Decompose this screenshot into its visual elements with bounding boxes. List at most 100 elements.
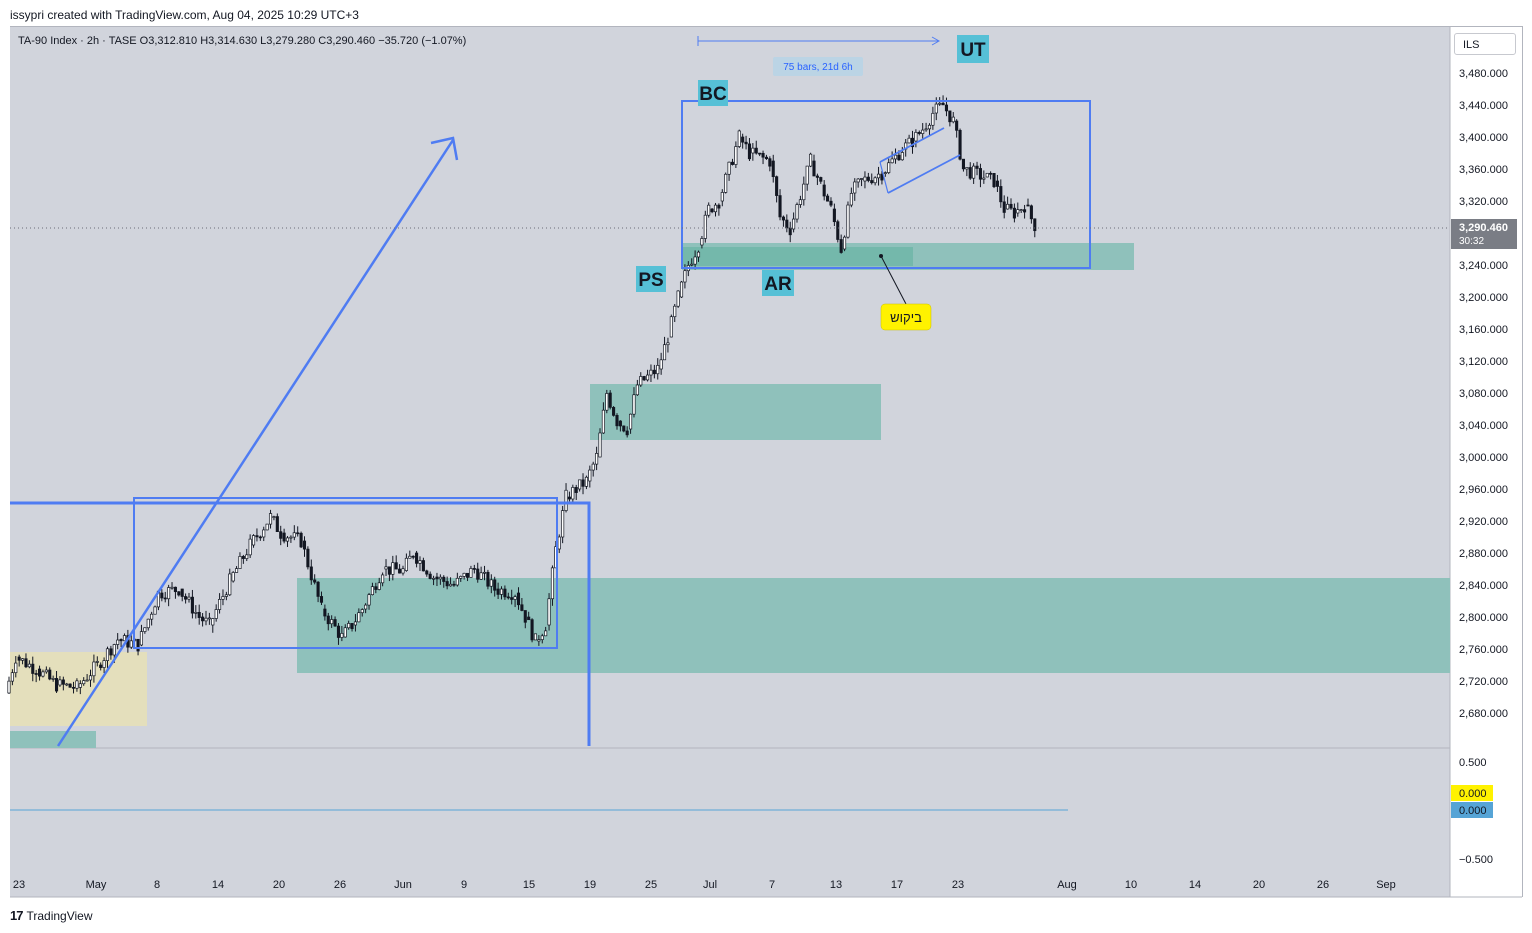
candle-body	[102, 660, 106, 668]
candle-body	[662, 344, 667, 361]
candle-body	[360, 609, 364, 614]
candle-body	[859, 178, 864, 180]
candle-body	[160, 592, 164, 599]
right-border	[1522, 26, 1523, 897]
label-bc: BC	[699, 84, 727, 105]
candle-body	[391, 562, 395, 575]
x-tick-label: 9	[461, 879, 467, 891]
label-ut: UT	[960, 40, 986, 61]
candle-body	[112, 644, 116, 656]
candle-body	[822, 184, 826, 197]
channel-lower	[887, 154, 961, 194]
candle-body	[887, 162, 891, 173]
candle-body	[510, 597, 514, 600]
candle-body	[370, 586, 374, 596]
top-border	[10, 26, 1522, 27]
candle-body	[309, 566, 313, 581]
currency-button[interactable]: ILS	[1454, 33, 1516, 55]
candle-body	[296, 532, 300, 535]
candle-body	[228, 573, 232, 596]
candle-body	[51, 678, 55, 680]
candle-body	[1012, 207, 1016, 219]
candle-body	[802, 183, 806, 201]
demand-zone-low	[10, 731, 96, 748]
candle-body	[635, 384, 639, 396]
candle-body	[139, 631, 144, 646]
candle-body	[479, 572, 483, 580]
label-ps: PS	[638, 270, 663, 291]
candle-body	[238, 556, 242, 569]
candle-body	[897, 154, 901, 161]
candle-body	[792, 218, 796, 230]
distribution-range-box	[681, 100, 1091, 269]
candle-body	[540, 635, 544, 640]
candle-body	[71, 686, 76, 689]
candle-body	[1002, 201, 1006, 213]
candle-body	[38, 668, 42, 677]
candle-body	[496, 588, 500, 595]
candle-body	[421, 560, 425, 572]
candle-body	[968, 167, 972, 179]
label-ar-bg	[762, 270, 794, 296]
candle-body	[632, 394, 636, 415]
candle-body	[775, 176, 779, 196]
candle-body	[679, 281, 684, 298]
candle-body	[146, 618, 150, 629]
candle-body	[516, 592, 521, 606]
candle-body	[262, 529, 266, 538]
candle-body	[224, 594, 228, 597]
candle-body	[659, 359, 663, 370]
candle-body	[965, 167, 969, 170]
candle-body	[78, 683, 82, 688]
candle-body	[737, 130, 741, 147]
candle-body	[418, 560, 422, 564]
candle-body	[924, 128, 928, 131]
x-tick-label: Jun	[394, 879, 412, 891]
candle-body	[819, 177, 823, 182]
candle-body	[41, 671, 45, 677]
candle-body	[853, 181, 857, 194]
candle-body	[449, 583, 453, 587]
osc-tick-upper: 0.500	[1459, 757, 1487, 769]
candle-body	[54, 678, 59, 692]
y-tick-label: 3,320.000	[1459, 196, 1508, 208]
x-tick-label: 23	[13, 879, 25, 891]
candle-body	[34, 673, 38, 675]
y-tick-label: 2,720.000	[1459, 676, 1508, 688]
candle-body	[425, 570, 429, 575]
candle-body	[282, 532, 286, 542]
x-tick-label: Sep	[1376, 879, 1396, 891]
x-tick-label: 26	[1317, 879, 1329, 891]
candle-body	[856, 178, 860, 183]
candle-body	[612, 407, 616, 416]
label-bc-bg	[698, 80, 728, 106]
candle-body	[476, 568, 480, 580]
candle-body	[408, 555, 412, 559]
candle-body	[411, 555, 415, 558]
candle-body	[459, 576, 463, 579]
callout-anchor	[879, 254, 883, 258]
candle-body	[194, 612, 198, 614]
candle-body	[340, 632, 344, 638]
candle-body	[187, 596, 191, 600]
candle-body	[7, 680, 11, 694]
osc-value-yellow: 0.000	[1459, 788, 1487, 800]
candle-body	[812, 160, 816, 177]
candle-body	[574, 487, 578, 493]
candle-body	[258, 536, 262, 539]
candle-body	[336, 625, 341, 638]
candle-body	[201, 616, 205, 622]
candle-body	[482, 571, 487, 574]
candle-body	[95, 661, 99, 663]
zones-layer	[10, 243, 1450, 748]
candle-body	[978, 168, 982, 180]
candle-body	[588, 469, 592, 482]
candle-body	[506, 596, 510, 599]
candle-body	[285, 537, 290, 542]
candle-body	[751, 147, 755, 154]
candle-body	[313, 579, 317, 583]
candle-body	[985, 172, 989, 178]
candle-body	[829, 200, 833, 206]
candle-body	[893, 154, 898, 160]
